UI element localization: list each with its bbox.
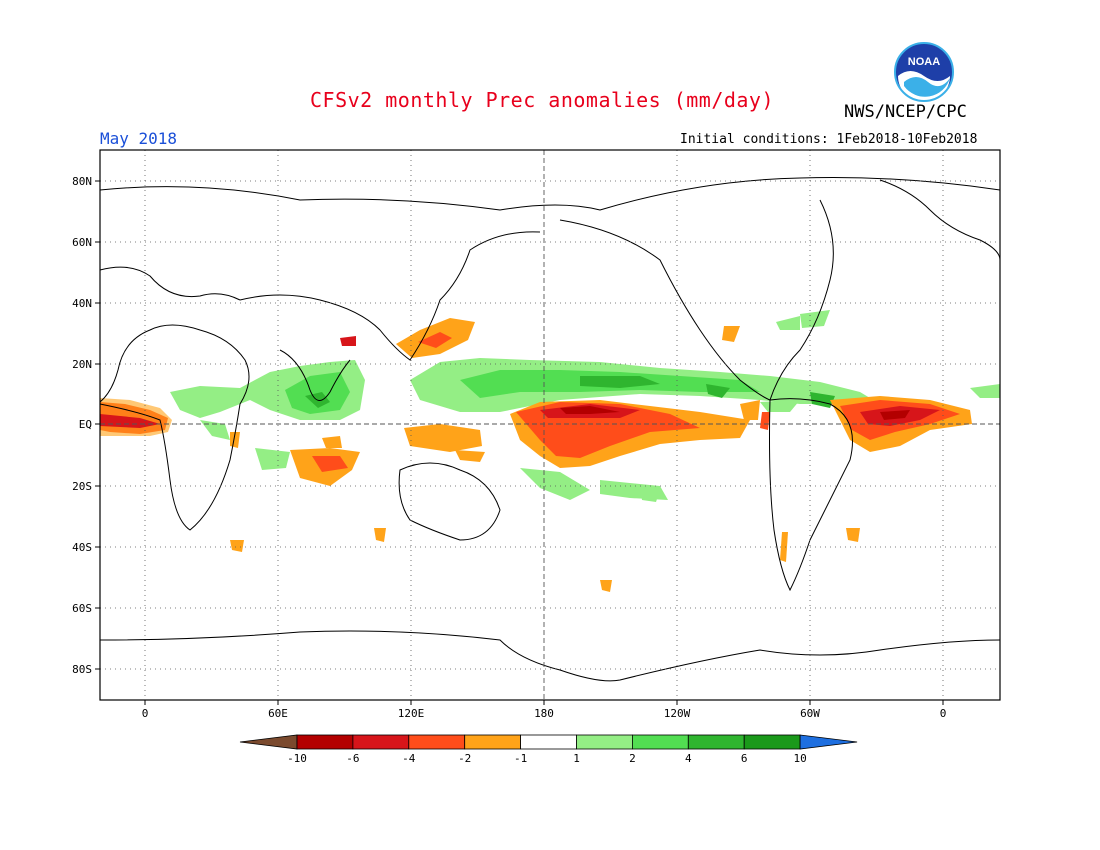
organization-label: NWS/NCEP/CPC — [844, 102, 967, 122]
lon-tick-label: 120E — [398, 707, 425, 720]
colorbar-label: 10 — [793, 752, 806, 765]
coastlines — [99, 177, 1001, 682]
colorbar-swatch — [632, 734, 689, 750]
colorbar-swatch — [296, 734, 354, 750]
colorbar-swatch — [352, 734, 410, 750]
lat-tick-label: 40S — [72, 541, 92, 554]
colorbar-swatch — [687, 734, 745, 750]
colorbar-label: -2 — [458, 752, 471, 765]
colorbar-label: 1 — [573, 752, 580, 765]
colorbar-label: 4 — [685, 752, 692, 765]
logo-text: NOAA — [908, 56, 940, 68]
lon-tick-label: 120W — [664, 707, 691, 720]
lat-tick-label: 80N — [72, 175, 92, 188]
lat-tick-label: EQ — [79, 418, 92, 431]
colorbar-swatch — [743, 734, 801, 750]
colorbar-label: -1 — [514, 752, 527, 765]
lon-tick-label: 180 — [534, 707, 554, 720]
colorbar-label: -4 — [402, 752, 416, 765]
lon-tick-label: 0 — [142, 707, 149, 720]
anomaly-field — [100, 310, 1000, 592]
lat-tick-label: 20S — [72, 480, 92, 493]
colorbar-label: 2 — [629, 752, 636, 765]
plot-frame — [99, 149, 1001, 701]
colorbar: -10 -6 -4 -2 -1 1 2 4 6 10 — [239, 734, 858, 765]
colorbar-min-triangle — [239, 734, 298, 750]
colorbar-swatch — [520, 734, 577, 750]
lon-tick-label: 0 — [940, 707, 947, 720]
lat-tick-label: 60N — [72, 236, 92, 249]
colorbar-label: -10 — [287, 752, 307, 765]
lat-tick-label: 40N — [72, 297, 92, 310]
colorbar-swatch — [576, 734, 633, 750]
lat-tick-label: 80S — [72, 663, 92, 676]
colorbar-label: 6 — [741, 752, 748, 765]
lat-tick-label: 20N — [72, 358, 92, 371]
lat-lon-grid — [100, 150, 1000, 700]
noaa-logo: NOAA — [894, 42, 954, 102]
colorbar-max-triangle — [799, 734, 858, 750]
colorbar-swatch — [408, 734, 466, 750]
initial-conditions: Initial conditions: 1Feb2018-10Feb2018 — [680, 132, 978, 147]
map-title: CFSv2 monthly Prec anomalies (mm/day) — [310, 88, 775, 112]
lat-tick-label: 60S — [72, 602, 92, 615]
lon-tick-label: 60W — [800, 707, 820, 720]
tick-labels: 80N 60N 40N 20N EQ 20S 40S 60S 80S 0 60E 120E 180 120… — [72, 175, 946, 720]
forecast-month: May 2018 — [100, 129, 178, 148]
colorbar-label: -6 — [346, 752, 359, 765]
lon-tick-label: 60E — [268, 707, 288, 720]
colorbar-swatch — [464, 734, 522, 750]
